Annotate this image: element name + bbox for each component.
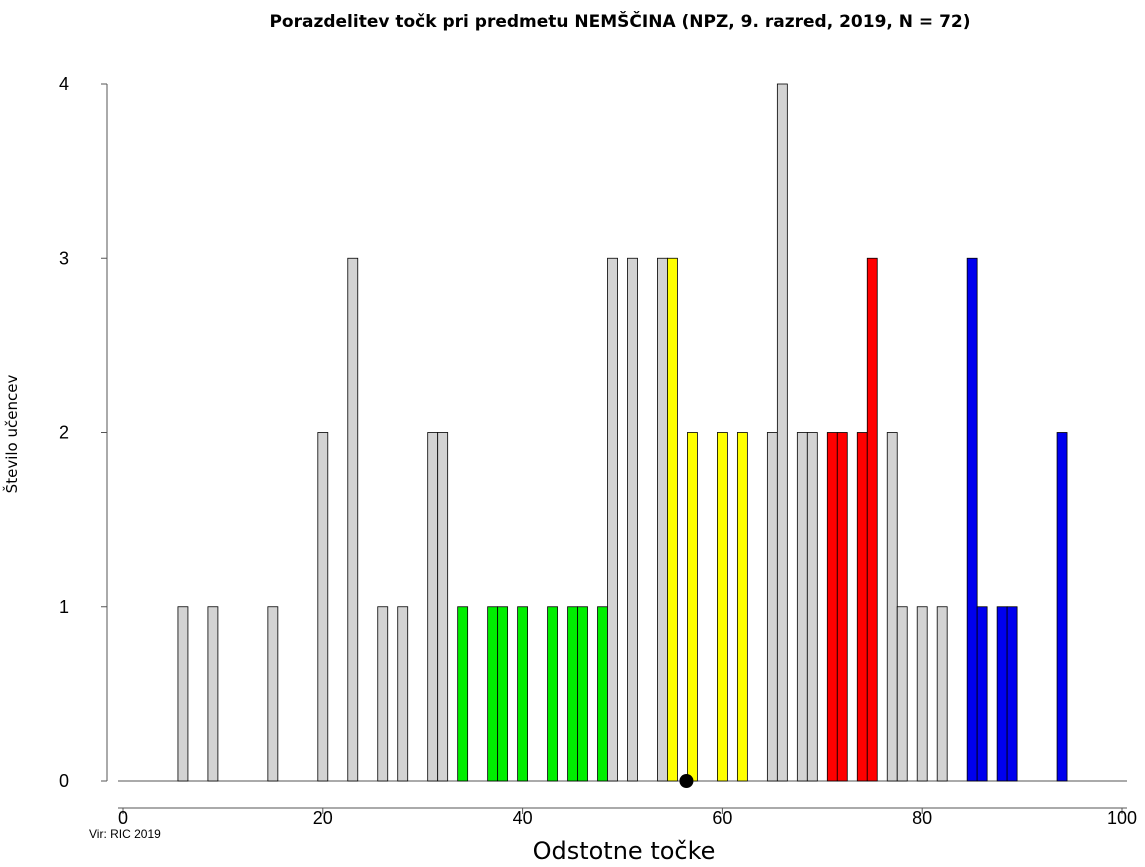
histogram-bar (487, 606, 499, 782)
histogram-bar (936, 606, 948, 782)
histogram-bar (267, 606, 279, 782)
histogram-bar (597, 606, 608, 782)
histogram-bar (317, 432, 329, 782)
histogram-bar (667, 257, 678, 782)
histogram-bar (207, 606, 219, 782)
x-tick-label: 20 (313, 808, 333, 828)
histogram-bar (976, 606, 988, 782)
histogram-bar (377, 606, 389, 782)
histogram-bar (577, 606, 588, 782)
histogram-bar (826, 432, 838, 782)
histogram-bar (607, 257, 618, 782)
y-tick-label: 1 (59, 597, 69, 617)
y-tick-label: 3 (59, 248, 69, 268)
histogram-bar (427, 432, 439, 782)
histogram-bar (547, 606, 558, 782)
histogram-bar (996, 606, 1008, 782)
histogram-bar (1056, 432, 1068, 782)
histogram-bar (397, 606, 409, 782)
histogram-bar (836, 432, 848, 782)
y-tick-label: 4 (59, 74, 69, 94)
histogram-bar (866, 257, 878, 782)
histogram-bar (1006, 606, 1018, 782)
histogram-bar (796, 432, 808, 782)
histogram-bar (966, 257, 978, 782)
histogram-bar (886, 432, 898, 782)
x-tick-label: 60 (712, 808, 732, 828)
histogram-bar (687, 432, 698, 782)
y-tick-label: 2 (59, 423, 69, 443)
y-tick-label: 0 (59, 771, 69, 791)
x-tick-label: 80 (912, 808, 932, 828)
histogram-bar (736, 432, 748, 782)
histogram-bar (806, 432, 818, 782)
histogram-bar (567, 606, 578, 782)
x-tick-label: 100 (1107, 808, 1137, 828)
histogram-bar (457, 606, 469, 782)
histogram-bar (896, 606, 908, 782)
mean-marker (679, 774, 694, 788)
histogram-bar (776, 83, 788, 782)
histogram-bar (177, 606, 189, 782)
x-tick-label: 0 (118, 808, 128, 828)
y-axis-label: Število učencev (2, 375, 21, 494)
histogram-bar (437, 432, 449, 782)
histogram-bar (766, 432, 778, 782)
histogram-bar (717, 432, 728, 782)
histogram-bar (627, 257, 638, 782)
x-axis-label: Odstotne točke (533, 837, 716, 865)
histogram-bar (856, 432, 868, 782)
histogram-bar (916, 606, 928, 782)
chart-title: Porazdelitev točk pri predmetu NEMŠČINA … (269, 10, 970, 32)
source-note: Vir: RIC 2019 (89, 827, 161, 841)
histogram-bar (517, 606, 528, 782)
x-tick-label: 40 (513, 808, 533, 828)
histogram-bar (657, 257, 668, 782)
histogram-bar (497, 606, 509, 782)
histogram-bar (347, 257, 359, 782)
